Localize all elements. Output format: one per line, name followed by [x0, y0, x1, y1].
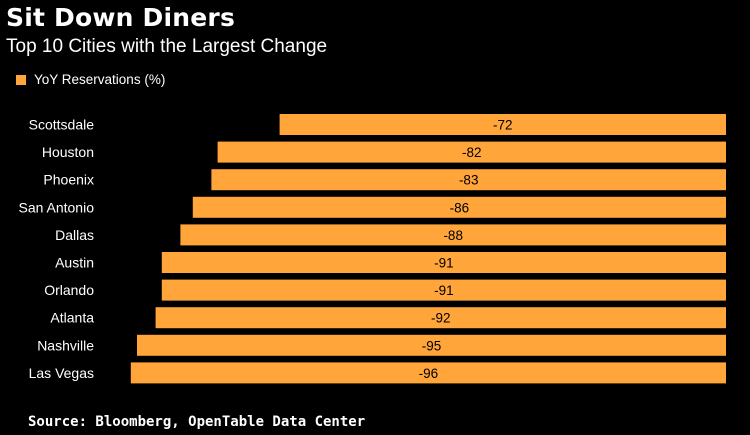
bar-san-antonio — [192, 196, 727, 218]
chart-subtitle: Top 10 Cities with the Largest Change — [6, 36, 328, 57]
category-label: Dallas — [55, 227, 94, 243]
legend: YoY Reservations (%) — [16, 72, 165, 87]
data-label: -95 — [422, 338, 442, 353]
data-label: -82 — [462, 145, 482, 160]
category-label: San Antonio — [18, 199, 94, 215]
data-label: -96 — [419, 366, 439, 381]
bar-dallas — [180, 224, 726, 246]
source-note: Source: Bloomberg, OpenTable Data Center — [28, 414, 366, 430]
bar-phoenix — [211, 169, 726, 191]
bar-austin — [161, 252, 727, 273]
category-label: Phoenix — [43, 172, 94, 188]
category-label: Orlando — [44, 282, 94, 298]
chart-title: Sit Down Diners — [6, 3, 236, 32]
bar-houston — [217, 141, 726, 163]
category-label: Austin — [55, 255, 94, 271]
category-label: Nashville — [37, 337, 94, 353]
data-label: -72 — [493, 118, 513, 133]
data-label: -88 — [443, 228, 463, 243]
category-label: Houston — [42, 144, 94, 160]
bar-orlando — [161, 279, 727, 301]
category-label: Atlanta — [50, 310, 94, 326]
category-label: Las Vegas — [29, 365, 94, 381]
legend-swatch — [16, 74, 26, 85]
bar-las-vegas — [130, 362, 727, 384]
bar-atlanta — [155, 307, 727, 329]
data-label: -86 — [450, 200, 470, 215]
data-label: -83 — [459, 173, 479, 188]
bar-scottsdale — [279, 114, 726, 135]
category-label: Scottsdale — [29, 117, 95, 133]
bar-nashville — [137, 334, 726, 356]
data-label: -92 — [431, 311, 451, 326]
data-label: -91 — [434, 256, 454, 271]
legend-label: YoY Reservations (%) — [34, 72, 166, 87]
data-label: -91 — [434, 283, 454, 298]
